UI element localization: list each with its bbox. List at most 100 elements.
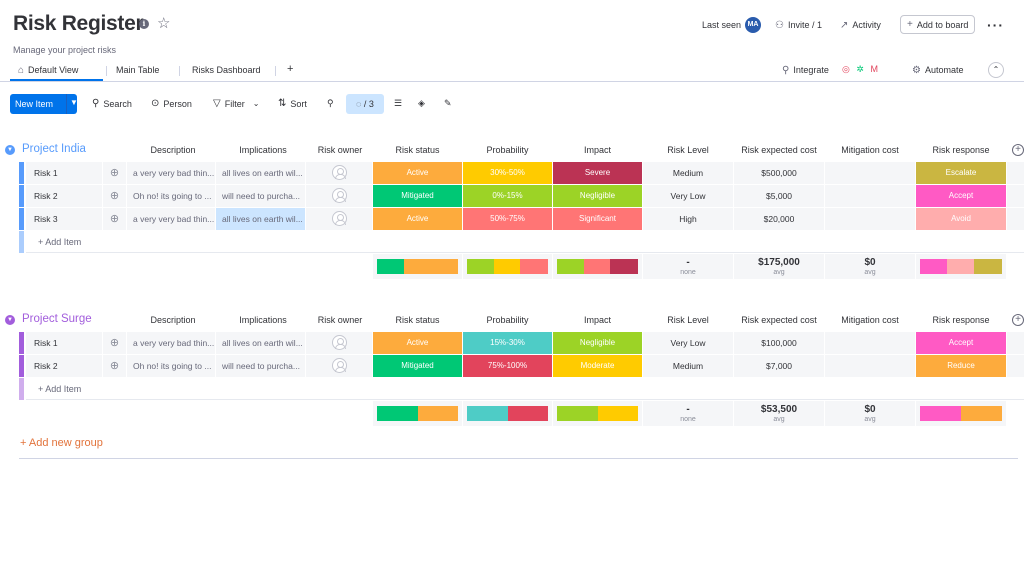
implications-cell[interactable]: all lives on earth wil...: [216, 162, 305, 184]
risk-level-cell[interactable]: Medium: [643, 162, 733, 184]
risk-level-cell[interactable]: Very Low: [643, 185, 733, 207]
add-column-button[interactable]: +: [1012, 314, 1024, 326]
column-header-impact[interactable]: Impact: [583, 145, 611, 155]
filter-button[interactable]: ▽ Filter ⌄: [213, 98, 259, 109]
column-header-risk-status[interactable]: Risk status: [395, 145, 440, 155]
column-header-risk-owner[interactable]: Risk owner: [317, 315, 363, 325]
add-update-icon[interactable]: ⊕: [103, 355, 126, 377]
table-row[interactable]: Risk 1 ⊕ a very very bad thin... all liv…: [19, 332, 1024, 354]
chevron-down-icon[interactable]: ▼: [5, 145, 15, 155]
impact-cell[interactable]: Negligible: [553, 185, 642, 207]
table-row[interactable]: Risk 1 ⊕ a very very bad thin... all liv…: [19, 162, 1024, 184]
item-name[interactable]: Risk 2: [26, 185, 102, 207]
probability-cell[interactable]: 30%-50%: [463, 162, 552, 184]
mitigation-cost-cell[interactable]: [825, 355, 915, 377]
add-new-group-button[interactable]: + Add new group: [20, 437, 103, 449]
owner-cell[interactable]: [306, 355, 372, 377]
response-cell[interactable]: Escalate: [916, 162, 1006, 184]
add-item-row[interactable]: + Add Item: [19, 231, 1024, 253]
impact-cell[interactable]: Negligible: [553, 332, 642, 354]
status-cell[interactable]: Active: [373, 208, 462, 230]
description-cell[interactable]: a very very bad thin...: [127, 208, 215, 230]
description-cell[interactable]: Oh no! its going to ...: [127, 355, 215, 377]
impact-cell[interactable]: Moderate: [553, 355, 642, 377]
response-cell[interactable]: Accept: [916, 185, 1006, 207]
group-title[interactable]: Project India: [22, 143, 86, 155]
tab-default-view[interactable]: ⌂ Default View: [18, 65, 78, 76]
expected-cost-summary[interactable]: $53,500 avg: [734, 401, 824, 426]
mitigation-cost-summary[interactable]: $0 avg: [825, 401, 915, 426]
response-summary[interactable]: [916, 401, 1006, 426]
item-name[interactable]: Risk 3: [26, 208, 102, 230]
integrate-button[interactable]: ⚲ Integrate: [782, 65, 829, 76]
last-seen[interactable]: Last seen MA: [702, 16, 762, 34]
response-cell[interactable]: Accept: [916, 332, 1006, 354]
impact-summary[interactable]: [553, 254, 642, 279]
description-cell[interactable]: a very very bad thin...: [127, 332, 215, 354]
column-header-risk-level[interactable]: Risk Level: [667, 315, 709, 325]
response-cell[interactable]: Reduce: [916, 355, 1006, 377]
activity-button[interactable]: ↗ Activity: [840, 16, 881, 34]
tab-risks-dashboard[interactable]: Risks Dashboard: [192, 65, 261, 75]
column-header-risk-owner[interactable]: Risk owner: [317, 145, 363, 155]
group-title[interactable]: Project Surge: [22, 313, 92, 325]
response-cell[interactable]: Avoid: [916, 208, 1006, 230]
description-cell[interactable]: Oh no! its going to ...: [127, 185, 215, 207]
pin-icon[interactable]: ⚲: [327, 98, 334, 108]
table-row[interactable]: Risk 3 ⊕ a very very bad thin... all liv…: [19, 208, 1024, 230]
probability-summary[interactable]: [463, 401, 552, 426]
risk-level-cell[interactable]: High: [643, 208, 733, 230]
owner-cell[interactable]: [306, 208, 372, 230]
column-header-description[interactable]: Description: [150, 145, 196, 155]
add-to-board-button[interactable]: + Add to board: [900, 15, 976, 34]
mitigation-cost-cell[interactable]: [825, 332, 915, 354]
status-summary[interactable]: [373, 401, 462, 426]
collapse-header-button[interactable]: ⌃: [988, 62, 1004, 78]
item-name[interactable]: Risk 1: [26, 332, 102, 354]
mitigation-cost-summary[interactable]: $0 avg: [825, 254, 915, 279]
table-row[interactable]: Risk 2 ⊕ Oh no! its going to ... will ne…: [19, 185, 1024, 207]
search-button[interactable]: ⚲ Search: [92, 98, 132, 109]
status-cell[interactable]: Active: [373, 332, 462, 354]
expected-cost-cell[interactable]: $100,000: [734, 332, 824, 354]
column-header-risk-level[interactable]: Risk Level: [667, 145, 709, 155]
chevron-down-icon[interactable]: ▼: [70, 98, 78, 107]
column-header-risk-response[interactable]: Risk response: [932, 315, 990, 325]
description-cell[interactable]: a very very bad thin...: [127, 162, 215, 184]
owner-cell[interactable]: [306, 332, 372, 354]
status-cell[interactable]: Active: [373, 162, 462, 184]
board-description[interactable]: Manage your project risks: [13, 45, 117, 55]
implications-cell[interactable]: all lives on earth wil...: [216, 332, 305, 354]
add-update-icon[interactable]: ⊕: [103, 185, 126, 207]
column-header-risk-status[interactable]: Risk status: [395, 315, 440, 325]
column-header-implications[interactable]: Implications: [239, 145, 287, 155]
new-item-button[interactable]: New Item ▼: [10, 94, 78, 114]
impact-summary[interactable]: [553, 401, 642, 426]
implications-cell[interactable]: will need to purcha...: [216, 185, 305, 207]
response-summary[interactable]: [916, 254, 1006, 279]
column-header-expected-cost[interactable]: Risk expected cost: [741, 145, 817, 155]
chevron-down-icon[interactable]: ▼: [5, 315, 15, 325]
risk-level-summary[interactable]: - none: [643, 401, 733, 426]
item-name[interactable]: Risk 1: [26, 162, 102, 184]
add-column-button[interactable]: +: [1012, 144, 1024, 156]
probability-summary[interactable]: [463, 254, 552, 279]
mitigation-cost-cell[interactable]: [825, 208, 915, 230]
column-header-risk-response[interactable]: Risk response: [932, 145, 990, 155]
column-header-description[interactable]: Description: [150, 315, 196, 325]
add-item-row[interactable]: + Add Item: [19, 378, 1024, 400]
automate-button[interactable]: ⚙ Automate: [912, 65, 964, 76]
probability-cell[interactable]: 75%-100%: [463, 355, 552, 377]
person-filter-button[interactable]: ⊙ Person: [151, 98, 192, 109]
add-item-label[interactable]: + Add Item: [38, 384, 82, 394]
expected-cost-cell[interactable]: $7,000: [734, 355, 824, 377]
pen-icon[interactable]: ✎: [444, 98, 452, 108]
impact-cell[interactable]: Significant: [553, 208, 642, 230]
item-name[interactable]: Risk 2: [26, 355, 102, 377]
info-icon[interactable]: i: [139, 19, 149, 29]
sort-button[interactable]: ⇅ Sort: [278, 98, 307, 109]
star-icon[interactable]: ☆: [157, 15, 171, 32]
chevron-down-icon[interactable]: ⌄: [252, 99, 260, 108]
column-header-expected-cost[interactable]: Risk expected cost: [741, 315, 817, 325]
expected-cost-cell[interactable]: $5,000: [734, 185, 824, 207]
